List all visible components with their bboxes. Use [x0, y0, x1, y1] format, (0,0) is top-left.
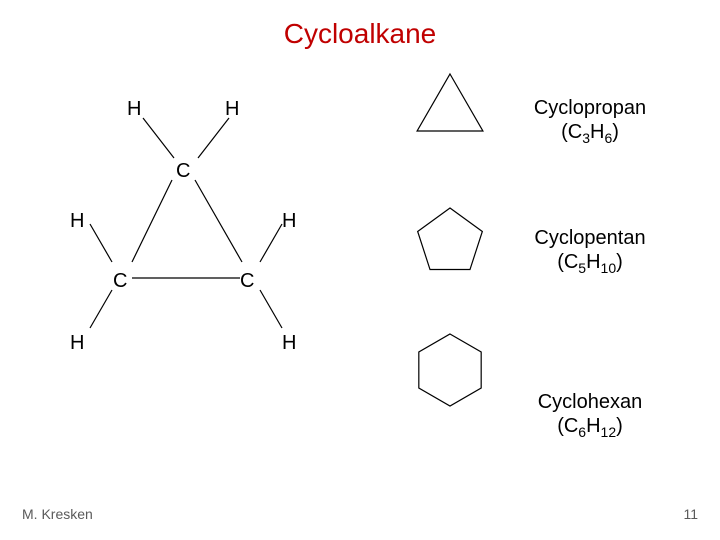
bond-line: [260, 224, 282, 262]
atom-label: C: [240, 270, 254, 293]
atom-label: H: [70, 332, 84, 355]
atom-label: H: [225, 98, 239, 121]
atom-label: H: [127, 98, 141, 121]
triangle-icon: [417, 74, 483, 131]
atom-label: H: [70, 210, 84, 233]
compound-name: Cyclohexan: [510, 390, 670, 414]
compound-name: Cyclopentan: [510, 226, 670, 250]
atom-label: H: [282, 210, 296, 233]
compound-name: Cyclopropan: [510, 96, 670, 120]
ring-shapes: [417, 74, 483, 406]
bond-line: [132, 180, 172, 262]
compound-formula: (C6H12): [510, 414, 670, 438]
atom-label: H: [282, 332, 296, 355]
bond-line: [195, 180, 242, 262]
structure-bonds: [90, 118, 282, 328]
pentagon-icon: [418, 208, 483, 270]
atom-label: C: [176, 160, 190, 183]
compound-label: Cyclopentan(C5H10): [510, 226, 670, 274]
atom-label: C: [113, 270, 127, 293]
compound-formula: (C3H6): [510, 120, 670, 144]
hexagon-icon: [419, 334, 481, 406]
bond-line: [260, 290, 282, 328]
bond-line: [90, 290, 112, 328]
footer-author: M. Kresken: [22, 506, 93, 522]
compound-formula: (C5H10): [510, 250, 670, 274]
bond-line: [90, 224, 112, 262]
compound-label: Cyclohexan(C6H12): [510, 390, 670, 438]
footer-page-number: 11: [683, 506, 698, 522]
bond-line: [198, 118, 229, 158]
bond-line: [143, 118, 174, 158]
compound-label: Cyclopropan(C3H6): [510, 96, 670, 144]
